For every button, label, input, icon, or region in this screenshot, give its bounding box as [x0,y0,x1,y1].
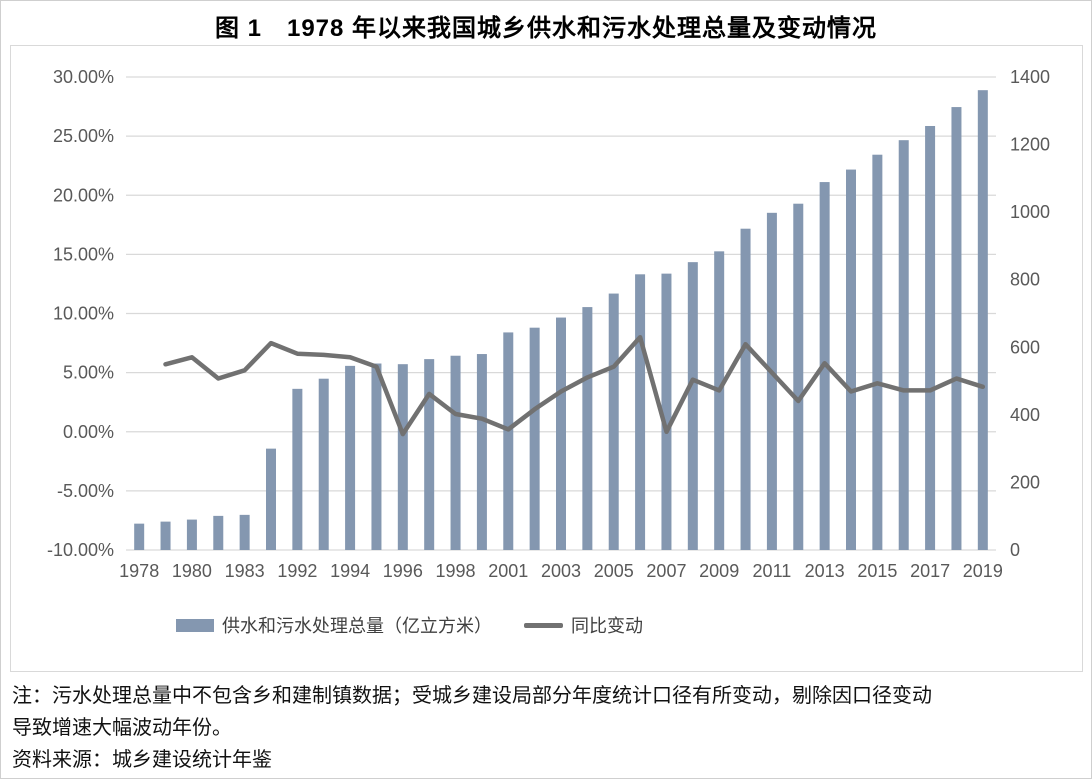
bar [503,332,514,550]
yoy-line [163,334,986,437]
x-axis-tick-label: 2015 [857,561,897,581]
right-axis-tick-label: 600 [1010,337,1040,357]
x-axis-tick-label: 1994 [330,561,370,581]
x-axis-tick-label: 2017 [910,561,950,581]
x-axis-tick-label: 1998 [436,561,476,581]
source-note: 资料来源：城乡建设统计年鉴 [12,749,272,771]
bar [134,523,145,550]
left-axis-tick-label: 20.00% [53,185,114,205]
left-axis-tick-label: 0.00% [63,422,114,442]
bar [582,307,593,550]
left-axis-tick-label: 30.00% [53,67,114,87]
legend-item-line: 同比变动 [524,612,643,638]
legend-line-label: 同比变动 [571,616,643,636]
footnote-line-1: 注：污水处理总量中不包含乡和建制镇数据；受城乡建设局部分年度统计口径有所变动，剔… [12,685,932,707]
legend-bars-label: 供水和污水处理总量（亿立方米） [222,616,492,636]
bar [450,355,461,550]
left-axis-tick-label: 15.00% [53,244,114,264]
bar [872,154,883,550]
bar [740,228,751,550]
line-series-swatch-icon [524,622,563,628]
right-axis-tick-label: 800 [1010,270,1040,290]
bar [239,514,250,550]
bar [977,90,988,551]
bar [292,388,303,550]
x-axis-tick-label: 1983 [225,561,265,581]
x-axis-tick-label: 2019 [963,561,1003,581]
right-axis-tick-label: 0 [1010,540,1020,560]
bar [925,125,936,550]
bar [213,515,224,550]
x-axis-tick-label: 1996 [383,561,423,581]
left-axis-tick-label: 10.00% [53,304,114,324]
left-axis-tick-label: 25.00% [53,126,114,146]
bar [793,203,804,551]
x-axis-tick-label: 2007 [646,561,686,581]
left-axis-tick-label: -10.00% [47,540,114,560]
x-axis-tick-label: 2001 [488,561,528,581]
x-axis-tick-label: 2013 [805,561,845,581]
bar [318,378,329,550]
left-axis-tick-label: 5.00% [63,363,114,383]
x-axis-tick-label: 2011 [753,561,792,581]
x-axis-tick-label: 2005 [594,561,634,581]
right-axis-tick-label: 200 [1010,472,1040,492]
x-axis-tick-label: 1980 [172,561,212,581]
bar [529,327,540,550]
bar [635,274,646,550]
bar [556,317,566,550]
bar [898,140,909,550]
legend: 供水和污水处理总量（亿立方米） 同比变动 [11,612,1082,636]
bar [846,169,856,550]
chart-title: 图 1 1978 年以来我国城乡供水和污水处理总量及变动情况 [214,15,878,42]
bar [345,365,356,550]
bar-series-swatch-icon [176,618,214,632]
right-axis-tick-label: 1000 [1010,202,1050,222]
left-axis-tick-label: -5.00% [57,481,114,501]
bar [397,364,408,550]
x-axis-tick-label: 2003 [541,561,581,581]
bar [266,448,276,550]
chart-area: 30.00% 25.00% 20.00% 15.00% 10.00% 5.00% 0.00%… [10,45,1083,672]
x-axis-tick-label: 1992 [277,561,317,581]
bar [186,519,197,550]
right-axis-tick-label: 1200 [1010,135,1050,155]
bar [766,212,777,550]
footnote-line-2: 导致增速大幅波动年份。 [12,717,232,739]
x-axis-tick-label: 1978 [119,561,159,581]
bar [608,293,619,550]
x-axis-tick-label: 2009 [699,561,739,581]
chart-svg: 30.00% 25.00% 20.00% 15.00% 10.00% 5.00% 0.00%… [47,67,1050,581]
right-axis-tick-label: 1400 [1010,67,1050,87]
bar [714,251,725,550]
legend-item-bars: 供水和污水处理总量（亿立方米） [176,612,492,638]
bar [661,273,672,550]
bar [687,262,698,550]
bar [424,359,435,550]
bar [476,354,487,550]
bar [160,521,171,550]
bar [371,363,382,550]
footnotes: 注：污水处理总量中不包含乡和建制镇数据；受城乡建设局部分年度统计口径有所变动，剔… [12,680,1080,776]
bar [951,107,962,551]
right-axis-tick-label: 400 [1010,405,1040,425]
